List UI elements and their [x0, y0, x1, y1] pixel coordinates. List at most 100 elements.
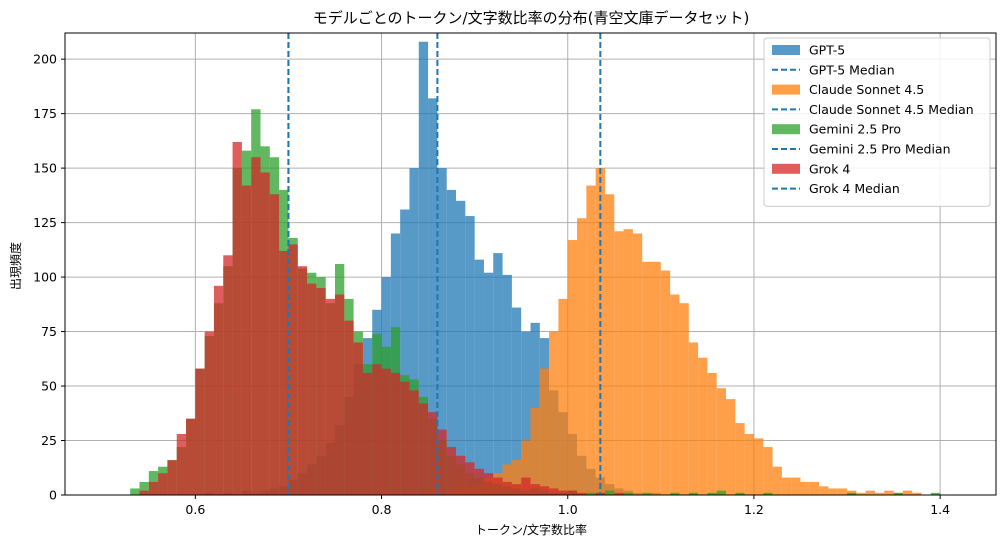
legend-label: Gemini 2.5 Pro Median	[809, 142, 951, 157]
y-tick-label: 25	[41, 433, 57, 448]
histogram-bar	[716, 490, 727, 495]
histogram-bar	[530, 407, 540, 495]
histogram-bar	[707, 372, 717, 495]
histogram-bar	[372, 364, 382, 495]
histogram-bar	[195, 368, 205, 495]
histogram-bar	[577, 492, 587, 495]
histogram-bar	[400, 209, 410, 496]
histogram-bar	[763, 447, 773, 495]
histogram-bar	[781, 477, 792, 495]
histogram-bar	[884, 490, 894, 495]
histogram-bar	[809, 481, 820, 495]
histogram-bar	[670, 492, 680, 495]
axes-frame	[64, 32, 997, 496]
histogram-bar	[586, 492, 596, 495]
histogram-bar	[549, 488, 559, 495]
legend-label: GPT-5	[809, 43, 845, 58]
histogram-bar	[409, 168, 419, 495]
histogram-bar	[847, 492, 857, 495]
histogram-bar	[865, 490, 875, 495]
legend-label: Grok 4 Median	[809, 181, 900, 196]
histogram-bar	[567, 490, 578, 495]
histogram-bar	[223, 255, 233, 495]
histogram-bar	[837, 488, 848, 495]
histogram-bar	[241, 185, 252, 495]
histogram-bar	[148, 481, 159, 495]
histogram-bar	[437, 429, 447, 495]
histogram-bar	[604, 194, 615, 495]
histogram-bar	[614, 231, 624, 495]
y-tick-label: 175	[33, 106, 57, 121]
histogram-bar	[521, 331, 531, 495]
histogram-bar	[800, 481, 810, 495]
histogram-bar	[539, 486, 550, 495]
histogram-bar	[139, 490, 149, 495]
histogram-bar	[437, 168, 447, 495]
x-axis-label: トークン/文字数比率	[475, 522, 587, 537]
legend-box	[763, 37, 991, 207]
histogram-bar	[642, 261, 652, 495]
series-grok-4	[139, 141, 624, 496]
histogram-bar	[688, 492, 699, 495]
histogram-bar	[213, 285, 224, 495]
histogram-bar	[176, 433, 187, 495]
histogram-bar	[716, 388, 727, 495]
histogram-bar	[186, 418, 196, 495]
x-tick-label: 0.6	[185, 502, 205, 517]
histogram-bar	[632, 233, 643, 495]
x-tick-label: 0.8	[372, 502, 392, 517]
histogram-bar	[316, 287, 326, 495]
y-tick-label: 200	[33, 52, 57, 67]
y-tick-label: 100	[33, 270, 57, 285]
legend-swatch	[772, 84, 800, 95]
y-tick-label: 150	[33, 161, 57, 176]
y-tick-label: 125	[33, 215, 57, 230]
histogram-bar	[567, 240, 578, 495]
histogram-bar	[502, 274, 512, 495]
histogram-bar	[828, 488, 838, 495]
histogram-bar	[167, 460, 177, 495]
histogram-bar	[735, 423, 745, 495]
histogram-bar	[158, 473, 168, 495]
histogram-bar	[856, 492, 866, 495]
x-tick-label: 1.4	[930, 502, 950, 517]
histogram-bar	[204, 331, 214, 495]
histogram-bar	[353, 342, 363, 495]
legend-label: Grok 4	[809, 161, 850, 176]
histogram-bar	[502, 464, 512, 495]
histogram-bar	[446, 189, 457, 496]
histogram-bar	[744, 433, 754, 495]
histogram-bar	[586, 185, 596, 495]
histogram-bar	[642, 492, 652, 495]
histogram-bar	[232, 141, 242, 495]
histogram-bar	[660, 270, 671, 495]
histogram-bar	[558, 298, 568, 495]
histogram-bar	[465, 462, 475, 495]
histogram-bar	[577, 218, 587, 496]
histogram-bar	[493, 477, 503, 495]
histogram-bar	[456, 455, 466, 495]
histogram-bar	[269, 194, 280, 495]
legend-label: Gemini 2.5 Pro	[809, 122, 901, 137]
histogram-bar	[288, 244, 298, 495]
histogram-bar	[912, 492, 922, 495]
histogram-bar	[418, 41, 429, 495]
histogram-bar	[763, 492, 773, 495]
legend-swatch	[772, 124, 800, 135]
histogram-bar	[502, 481, 512, 495]
histogram-bar	[679, 303, 689, 495]
histogram-bar	[251, 157, 261, 495]
histogram-bar	[381, 368, 391, 495]
histogram-bar	[707, 492, 717, 495]
histogram-bar	[260, 172, 270, 496]
histogram-bar	[670, 294, 680, 495]
histogram-bar	[819, 486, 829, 495]
histogram-bar	[511, 307, 522, 495]
histogram-bar	[334, 294, 345, 495]
histogram-bar	[418, 403, 429, 495]
y-axis-label: 出現頻度	[8, 242, 23, 290]
histogram-bar	[428, 98, 438, 496]
histogram-bar	[698, 357, 708, 495]
histogram-bar	[539, 368, 550, 495]
